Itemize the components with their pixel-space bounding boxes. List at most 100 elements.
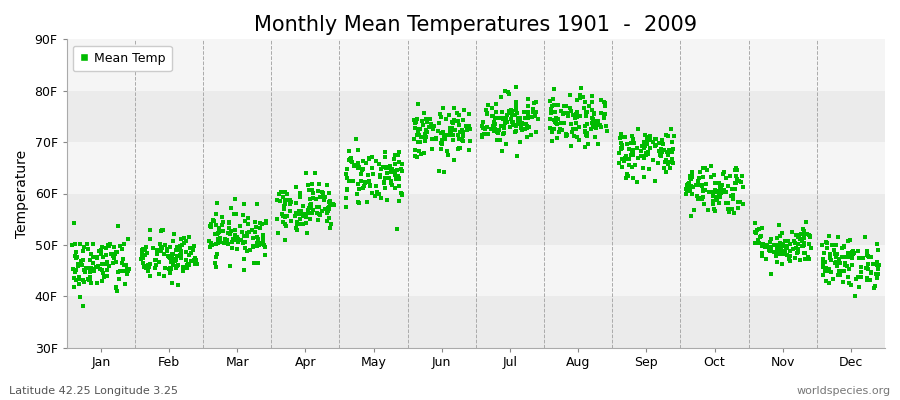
Point: [413, 134, 428, 140]
Point: [683, 175, 698, 182]
Point: [455, 128, 470, 135]
Point: [706, 201, 721, 208]
Point: [653, 153, 668, 159]
Point: [176, 264, 190, 270]
Point: [305, 187, 320, 194]
Point: [109, 283, 123, 290]
Point: [508, 99, 523, 105]
Point: [462, 110, 476, 117]
Point: [81, 246, 95, 252]
Point: [767, 242, 781, 248]
Point: [276, 194, 291, 200]
Point: [135, 251, 149, 258]
Point: [311, 204, 326, 210]
Point: [122, 266, 136, 272]
Point: [213, 235, 228, 241]
Point: [520, 134, 535, 141]
Point: [66, 266, 80, 273]
Point: [221, 230, 236, 237]
Point: [173, 252, 187, 258]
Point: [100, 272, 114, 279]
Point: [322, 190, 337, 196]
Point: [531, 116, 545, 122]
Point: [174, 236, 188, 242]
Point: [166, 230, 181, 237]
Point: [271, 230, 285, 236]
Point: [578, 144, 592, 150]
Point: [693, 168, 707, 175]
Point: [165, 255, 179, 261]
Point: [152, 240, 166, 247]
Point: [850, 248, 865, 255]
Point: [622, 162, 636, 168]
Point: [407, 116, 421, 123]
Point: [238, 218, 252, 224]
Point: [546, 86, 561, 92]
Point: [325, 201, 339, 207]
Point: [86, 254, 100, 260]
Point: [160, 246, 175, 252]
Point: [871, 266, 886, 272]
Point: [143, 227, 157, 234]
Point: [450, 118, 464, 124]
Point: [362, 178, 376, 184]
Point: [544, 106, 558, 112]
Point: [559, 131, 573, 137]
Point: [509, 110, 524, 116]
Point: [283, 201, 297, 207]
Point: [160, 248, 175, 254]
Point: [112, 269, 126, 275]
Point: [776, 241, 790, 247]
Point: [94, 250, 108, 257]
Point: [593, 122, 608, 128]
Point: [228, 196, 242, 202]
Point: [179, 238, 194, 244]
Point: [626, 136, 640, 142]
Point: [139, 264, 153, 271]
Point: [246, 234, 260, 241]
Point: [803, 234, 817, 240]
Point: [163, 265, 177, 272]
Point: [696, 194, 710, 200]
Point: [418, 116, 433, 122]
Point: [772, 240, 787, 246]
Point: [358, 180, 373, 186]
Point: [313, 194, 328, 200]
Point: [452, 112, 466, 119]
Point: [384, 178, 399, 184]
Point: [412, 132, 427, 139]
Point: [277, 201, 292, 207]
Point: [408, 153, 422, 159]
Point: [779, 243, 794, 250]
Point: [508, 128, 523, 134]
Point: [117, 241, 131, 247]
Point: [795, 238, 809, 244]
Point: [441, 112, 455, 118]
Point: [829, 242, 843, 248]
Point: [70, 262, 85, 269]
Point: [707, 188, 722, 194]
Point: [485, 123, 500, 129]
Point: [430, 128, 445, 134]
Point: [66, 242, 80, 249]
Point: [237, 256, 251, 262]
Point: [652, 151, 667, 158]
Point: [91, 262, 105, 269]
Point: [782, 241, 796, 247]
Point: [711, 180, 725, 186]
Point: [119, 262, 133, 268]
Point: [680, 185, 695, 192]
Point: [236, 240, 250, 246]
Point: [499, 115, 513, 122]
Point: [109, 249, 123, 255]
Point: [759, 242, 773, 248]
Point: [692, 175, 706, 181]
Point: [410, 132, 424, 138]
Point: [378, 149, 392, 155]
Point: [74, 258, 88, 265]
Point: [228, 227, 242, 233]
Point: [166, 262, 181, 268]
Point: [448, 126, 463, 133]
Point: [815, 259, 830, 266]
Point: [778, 244, 793, 250]
